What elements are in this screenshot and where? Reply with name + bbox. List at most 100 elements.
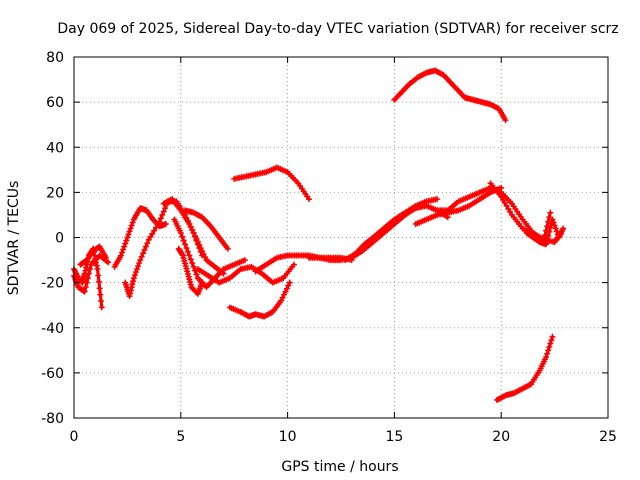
data-point-trail: [149, 230, 156, 237]
y-tick-label: -20: [41, 276, 64, 292]
data-point: [241, 257, 248, 264]
data-point-trail: [189, 226, 196, 233]
data-point-trail: [132, 269, 139, 276]
data-point: [224, 245, 231, 252]
data-point: [81, 288, 88, 295]
data-point-trail: [125, 231, 132, 238]
x-tick-label: 20: [492, 429, 510, 445]
data-point-trail: [179, 251, 186, 258]
data-point: [560, 225, 567, 232]
data-point: [117, 252, 124, 259]
data-point-trail: [503, 202, 510, 209]
y-tick-label: 60: [46, 95, 64, 111]
data-point-trail: [551, 222, 558, 229]
data-point-trail: [193, 271, 200, 278]
data-point-trail: [131, 272, 138, 279]
data-point-trail: [545, 347, 552, 354]
chart-title: Day 069 of 2025, Sidereal Day-to-day VTE…: [57, 21, 618, 37]
series-layer: [71, 67, 567, 403]
data-point-trail: [193, 236, 200, 243]
data-point-trail: [545, 232, 552, 239]
series-arc-f: [175, 245, 206, 297]
data-point-trail: [547, 224, 554, 231]
data-point-trail: [126, 228, 133, 235]
data-point: [156, 218, 163, 225]
data-point-trail: [550, 219, 557, 226]
data-point-trail: [97, 291, 104, 298]
x-tick-label: 25: [599, 429, 617, 445]
y-ticks: -80 -60 -40 -20 0 20 40 60 80: [41, 50, 608, 427]
y-tick-label: -60: [41, 366, 64, 382]
data-point: [94, 266, 101, 273]
data-point-trail: [180, 237, 187, 244]
data-point-trail: [159, 211, 166, 218]
data-point-trail: [184, 248, 191, 255]
y-tick-label: 40: [46, 140, 64, 156]
data-point-trail: [123, 237, 130, 244]
data-point-trail: [130, 278, 137, 285]
data-point-trail: [82, 267, 89, 274]
data-point-trail: [279, 294, 286, 301]
data-point: [145, 236, 152, 243]
data-point: [278, 297, 285, 304]
data-point-trail: [187, 223, 194, 230]
data-point-trail: [152, 224, 159, 231]
data-point: [434, 196, 441, 203]
x-tick-label: 5: [176, 429, 185, 445]
data-point-trail: [127, 225, 134, 232]
data-point-trail: [157, 215, 164, 222]
data-point: [498, 193, 505, 200]
y-tick-label: -40: [41, 321, 64, 337]
data-point-trail: [545, 218, 552, 225]
data-point-trail: [285, 282, 292, 289]
data-point-trail: [120, 246, 127, 253]
series-arc-g: [226, 279, 293, 320]
data-point: [549, 333, 556, 340]
x-ticks: 0 5 10 15 20 25: [70, 57, 617, 445]
data-point-trail: [187, 256, 194, 263]
data-point: [177, 229, 184, 236]
data-point: [286, 279, 293, 286]
data-point-trail: [546, 214, 553, 221]
data-point-trail: [127, 290, 134, 297]
data-point-trail: [282, 288, 289, 295]
series-arc-d: [171, 216, 248, 291]
data-point-trail: [95, 272, 102, 279]
data-point-trail: [189, 260, 196, 267]
data-point: [547, 209, 554, 216]
series-trace: [392, 68, 508, 122]
x-tick-label: 15: [385, 429, 403, 445]
data-point-trail: [544, 237, 551, 244]
data-point-trail: [129, 219, 136, 226]
series-arc-i: [231, 164, 312, 203]
data-point-trail: [190, 263, 197, 270]
data-point-trail: [121, 243, 128, 250]
data-point-trail: [196, 242, 203, 249]
series-arc-m: [412, 184, 505, 227]
x-tick-label: 10: [279, 429, 297, 445]
data-point-trail: [84, 275, 91, 282]
data-point: [549, 216, 556, 223]
data-point-trail: [200, 251, 207, 258]
data-point: [502, 117, 509, 124]
data-point-trail: [197, 245, 204, 252]
data-point-trail: [505, 205, 512, 212]
data-point-trail: [138, 253, 145, 260]
data-point-trail: [507, 208, 514, 215]
data-point-trail: [182, 241, 189, 248]
data-point-trail: [179, 233, 186, 240]
data-point-trail: [547, 340, 554, 347]
series-arc-e: [182, 207, 231, 252]
data-point-trail: [283, 285, 290, 292]
data-point: [103, 254, 110, 261]
data-point: [126, 293, 133, 300]
gridlines: [74, 57, 608, 418]
data-point-trail: [147, 233, 154, 240]
data-point: [199, 279, 206, 286]
y-tick-label: 20: [46, 185, 64, 201]
data-point-trail: [190, 229, 197, 236]
data-point-trail: [144, 240, 151, 247]
y-tick-label: 80: [46, 50, 64, 66]
series-arc-q: [391, 67, 509, 124]
